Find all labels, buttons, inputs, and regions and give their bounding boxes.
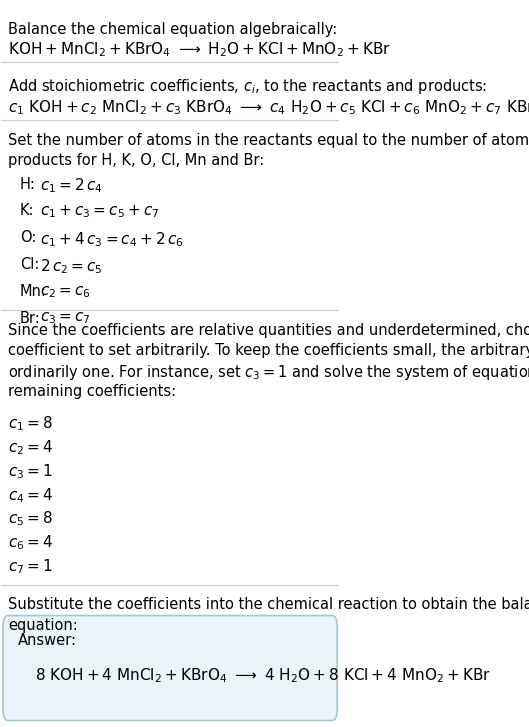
Text: Br:: Br: bbox=[20, 310, 41, 326]
Text: $c_3 = 1$: $c_3 = 1$ bbox=[8, 462, 53, 481]
Text: coefficient to set arbitrarily. To keep the coefficients small, the arbitrary va: coefficient to set arbitrarily. To keep … bbox=[8, 343, 529, 358]
Text: ordinarily one. For instance, set $c_3 = 1$ and solve the system of equations fo: ordinarily one. For instance, set $c_3 =… bbox=[8, 364, 529, 382]
Text: $8\ \mathrm{KOH} + 4\ \mathrm{MnCl_2} + \mathrm{KBrO_4}\ \longrightarrow \ 4\ \m: $8\ \mathrm{KOH} + 4\ \mathrm{MnCl_2} + … bbox=[35, 666, 491, 685]
Text: $c_5 = 8$: $c_5 = 8$ bbox=[8, 510, 53, 529]
Text: $c_3 = c_7$: $c_3 = c_7$ bbox=[40, 310, 91, 326]
Text: equation:: equation: bbox=[8, 618, 78, 632]
Text: Mn:: Mn: bbox=[20, 284, 47, 299]
Text: Substitute the coefficients into the chemical reaction to obtain the balanced: Substitute the coefficients into the che… bbox=[8, 598, 529, 612]
Text: Since the coefficients are relative quantities and underdetermined, choose a: Since the coefficients are relative quan… bbox=[8, 323, 529, 338]
Text: $c_2 = 4$: $c_2 = 4$ bbox=[8, 438, 53, 457]
Text: $c_6 = 4$: $c_6 = 4$ bbox=[8, 534, 53, 553]
Text: remaining coefficients:: remaining coefficients: bbox=[8, 384, 176, 399]
Text: Add stoichiometric coefficients, $c_i$, to the reactants and products:: Add stoichiometric coefficients, $c_i$, … bbox=[8, 78, 487, 97]
Text: K:: K: bbox=[20, 204, 34, 218]
Text: H:: H: bbox=[20, 177, 36, 192]
Text: Balance the chemical equation algebraically:: Balance the chemical equation algebraica… bbox=[8, 22, 338, 36]
Text: Answer:: Answer: bbox=[19, 633, 77, 648]
Text: $c_4 = 4$: $c_4 = 4$ bbox=[8, 486, 53, 505]
Text: $c_2 = c_6$: $c_2 = c_6$ bbox=[40, 284, 91, 300]
Text: Cl:: Cl: bbox=[20, 257, 39, 272]
FancyBboxPatch shape bbox=[3, 616, 337, 720]
Text: $2\,c_2 = c_5$: $2\,c_2 = c_5$ bbox=[40, 257, 103, 276]
Text: $c_1 = 8$: $c_1 = 8$ bbox=[8, 414, 53, 433]
Text: $c_1\ \mathrm{KOH} + c_2\ \mathrm{MnCl_2} + c_3\ \mathrm{KBrO_4}\ \longrightarro: $c_1\ \mathrm{KOH} + c_2\ \mathrm{MnCl_2… bbox=[8, 98, 529, 117]
Text: $c_7 = 1$: $c_7 = 1$ bbox=[8, 558, 53, 577]
Text: products for H, K, O, Cl, Mn and Br:: products for H, K, O, Cl, Mn and Br: bbox=[8, 153, 264, 169]
Text: Set the number of atoms in the reactants equal to the number of atoms in the: Set the number of atoms in the reactants… bbox=[8, 133, 529, 148]
Text: $c_1 = 2\,c_4$: $c_1 = 2\,c_4$ bbox=[40, 177, 103, 196]
Text: O:: O: bbox=[20, 230, 37, 245]
Text: $c_1 + 4\,c_3 = c_4 + 2\,c_6$: $c_1 + 4\,c_3 = c_4 + 2\,c_6$ bbox=[40, 230, 184, 249]
Text: $c_1 + c_3 = c_5 + c_7$: $c_1 + c_3 = c_5 + c_7$ bbox=[40, 204, 160, 220]
Text: $\mathrm{KOH + MnCl_2 + KBrO_4 \ \longrightarrow \ H_2O + KCl + MnO_2 + KBr}$: $\mathrm{KOH + MnCl_2 + KBrO_4 \ \longri… bbox=[8, 41, 391, 59]
